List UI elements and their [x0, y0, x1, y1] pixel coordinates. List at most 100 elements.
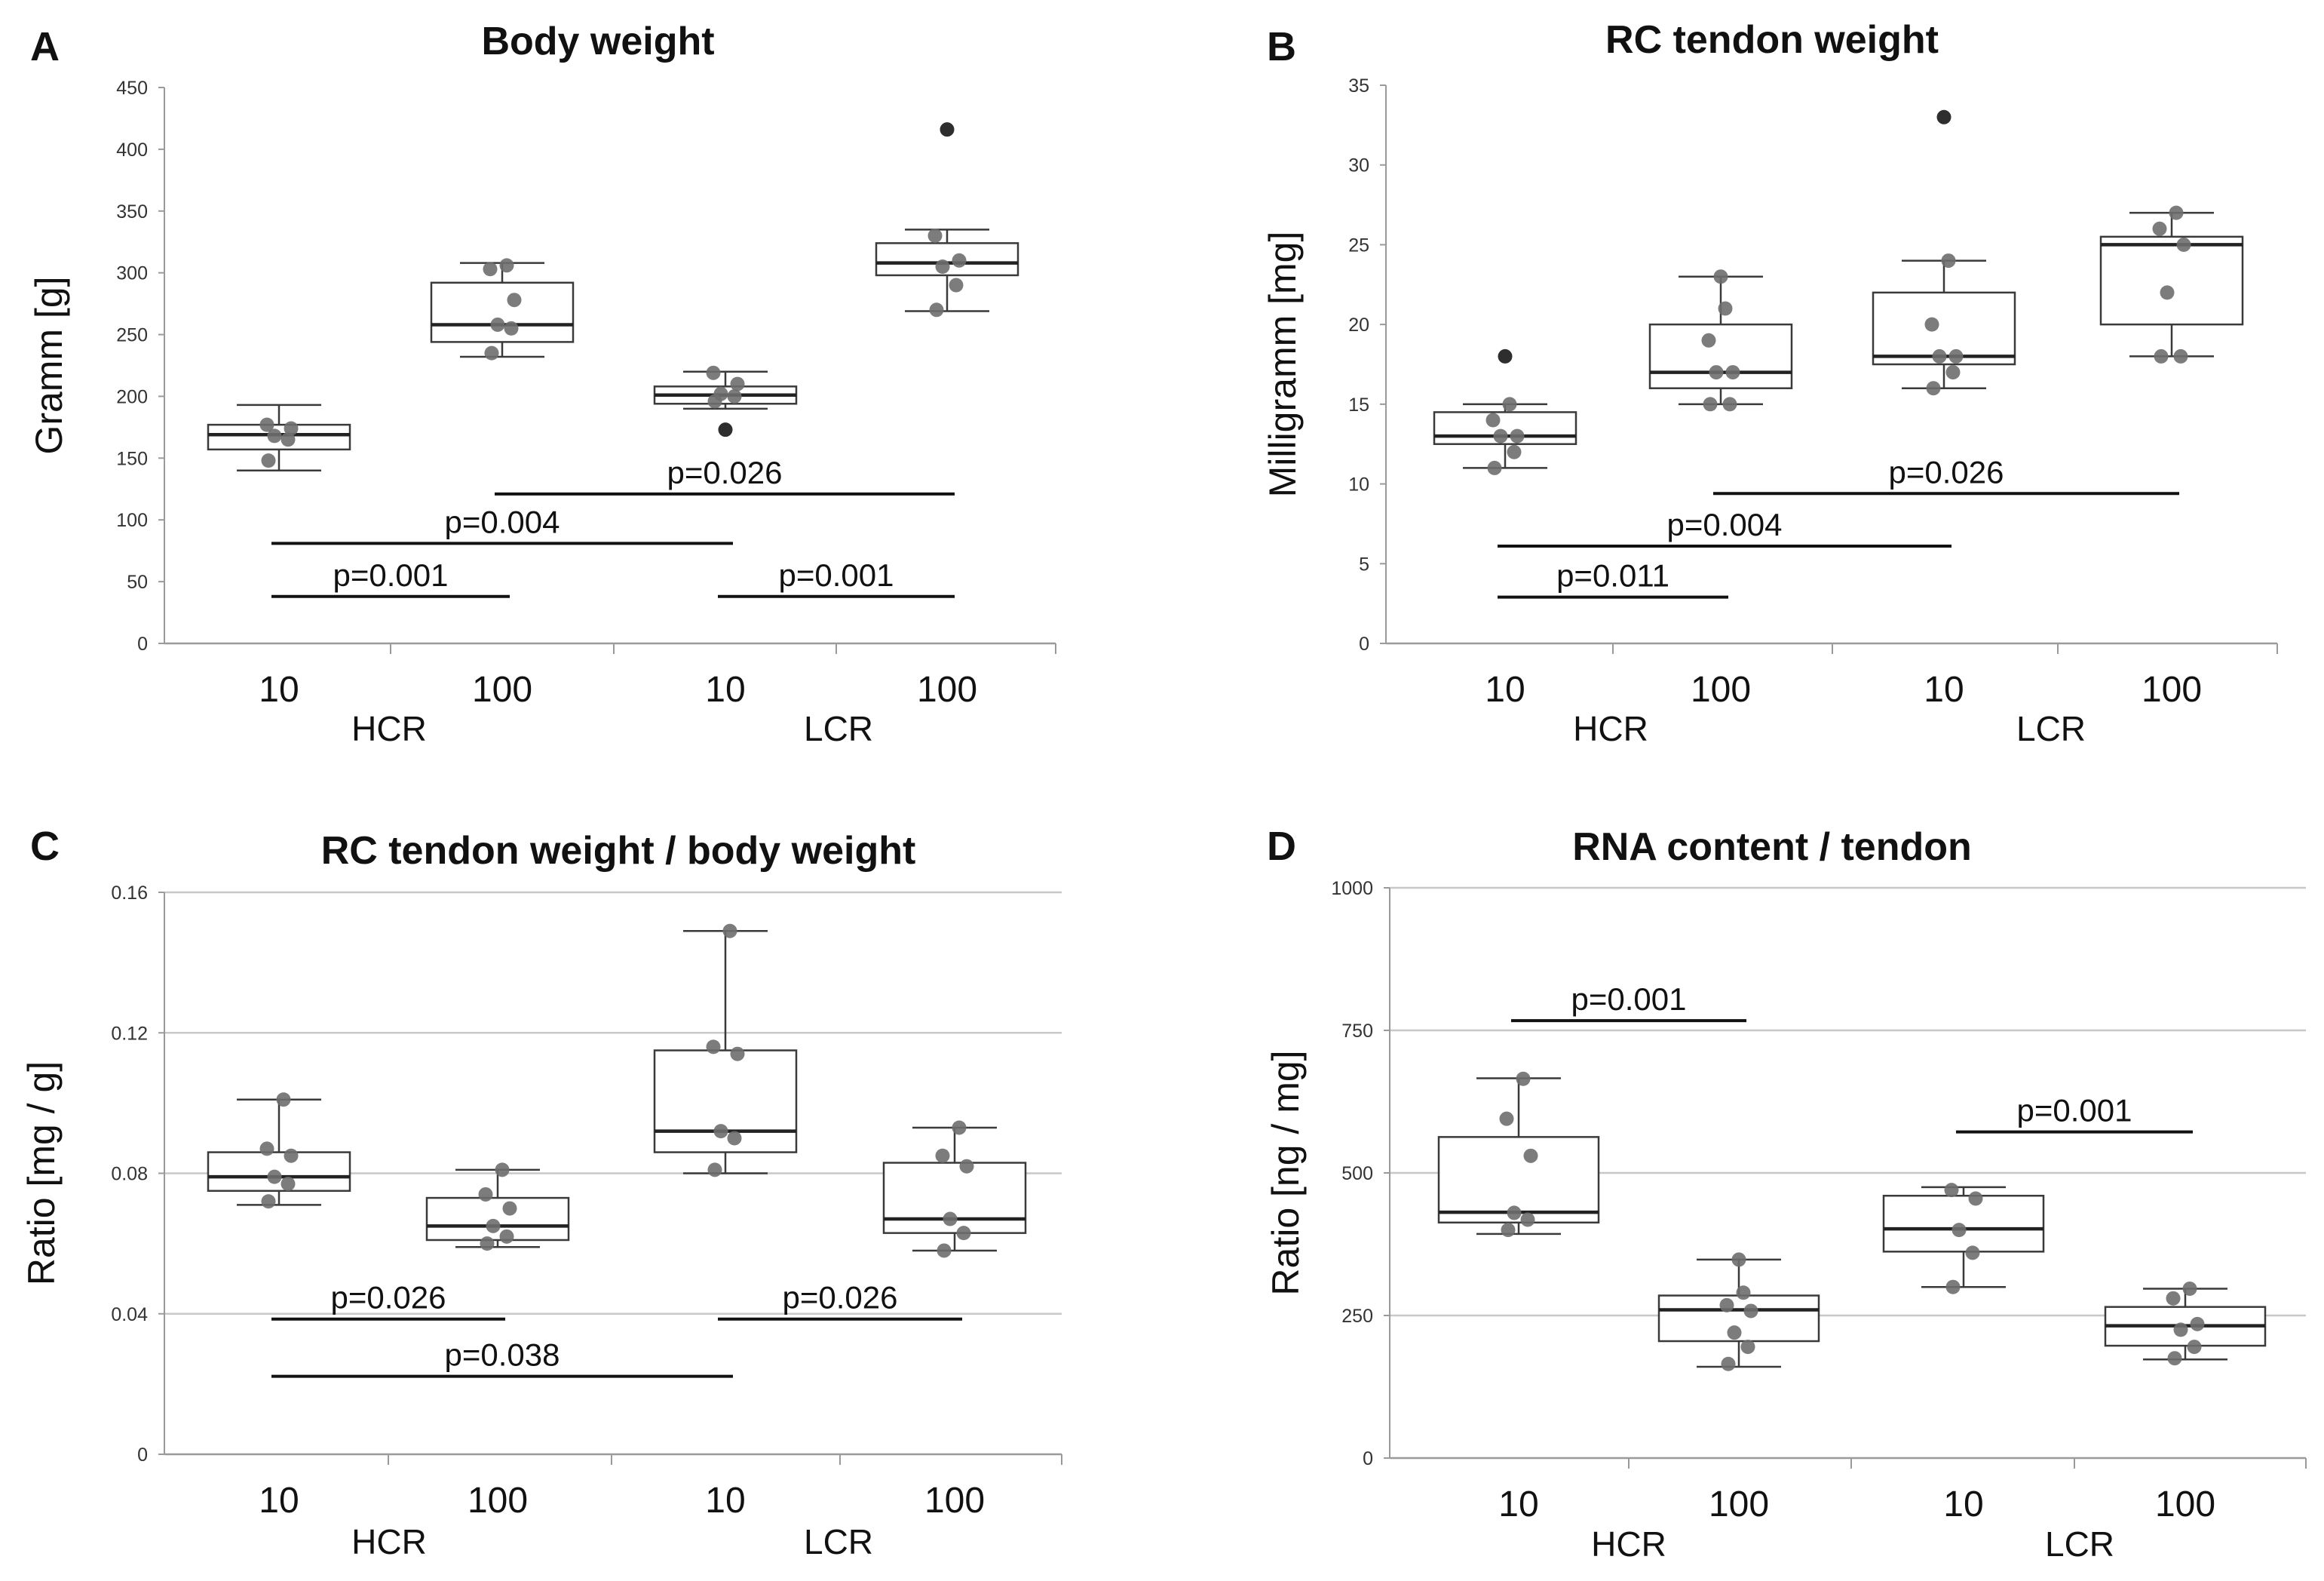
panel-c-plot: 0 0.04 0.08 0.12 0.16 Ratio [mg / g] 10 100 10 10… — [20, 883, 1062, 1561]
data-point — [504, 321, 519, 336]
data-point — [478, 1187, 493, 1202]
box-2 — [1882, 1183, 2045, 1294]
data-point — [486, 1218, 501, 1233]
data-point — [1520, 1212, 1535, 1227]
box-2 — [653, 923, 798, 1177]
data-point — [499, 1229, 514, 1244]
y-tick-label: 0 — [137, 634, 148, 655]
box-iqr — [425, 1196, 570, 1242]
data-point — [949, 278, 964, 293]
data-point — [1743, 1303, 1758, 1319]
x-tick-label: 100 — [924, 1481, 985, 1521]
data-point — [1736, 1285, 1751, 1300]
data-point — [2152, 221, 2167, 236]
data-point — [2187, 1340, 2202, 1355]
outlier-point — [940, 122, 955, 137]
box-1 — [1657, 1252, 1820, 1371]
data-point — [483, 262, 498, 277]
data-point — [1924, 317, 1939, 332]
y-tick-label: 750 — [1341, 1021, 1373, 1042]
x-tick-label: 100 — [917, 670, 977, 710]
data-point — [1932, 348, 1947, 364]
data-point — [507, 293, 522, 308]
data-point — [1725, 365, 1740, 380]
x-tick-label: 10 — [259, 670, 299, 710]
x-tick-label: 10 — [259, 1481, 299, 1521]
data-point — [1948, 348, 1964, 364]
data-point — [1523, 1148, 1538, 1163]
data-point — [1926, 381, 1941, 396]
panel-b-title: RC tendon weight — [1605, 18, 1939, 62]
box-1 — [430, 258, 575, 361]
data-point — [1945, 365, 1961, 380]
x-tick-label: 10 — [1485, 670, 1525, 710]
p-value-label: p=0.001 — [2017, 1093, 2132, 1128]
y-tick-label: 150 — [116, 448, 148, 469]
data-point — [722, 923, 737, 938]
group-label-lcr: LCR — [804, 1522, 873, 1561]
data-point — [267, 428, 282, 444]
data-point — [281, 1176, 296, 1191]
data-point — [927, 229, 943, 244]
box-iqr — [430, 281, 575, 343]
data-point — [1487, 460, 1502, 475]
x-tick-label: 100 — [472, 670, 532, 710]
data-point — [956, 1226, 971, 1241]
p-value-label: p=0.026 — [1889, 454, 2004, 490]
y-tick-label: 350 — [116, 201, 148, 223]
data-point — [937, 1243, 952, 1258]
p-value-label: p=0.004 — [445, 504, 560, 539]
outlier-point — [1498, 348, 1513, 364]
panel-b: B RC tendon weight 0 5 10 15 20 25 30 35 Milligr… — [1262, 18, 2278, 748]
y-tick-label: 10 — [1348, 474, 1369, 496]
x-tick-label: 100 — [2155, 1484, 2215, 1524]
data-point — [2160, 285, 2175, 300]
data-point — [706, 1039, 721, 1055]
data-point — [484, 345, 499, 361]
p-value-label: p=0.038 — [445, 1337, 560, 1373]
y-tick-label: 5 — [1359, 554, 1369, 575]
panel-d-letter: D — [1267, 824, 1296, 869]
p-value-label: p=0.001 — [333, 557, 449, 593]
data-point — [2173, 348, 2188, 364]
group-label-hcr: HCR — [1573, 709, 1648, 748]
y-tick-label: 0.12 — [111, 1023, 148, 1044]
data-point — [2182, 1281, 2197, 1296]
y-tick-label: 0.04 — [111, 1304, 148, 1325]
panel-b-letter: B — [1267, 24, 1296, 69]
data-point — [490, 317, 505, 332]
y-tick-label: 30 — [1348, 155, 1369, 177]
box-1 — [425, 1162, 570, 1251]
data-point — [929, 302, 944, 318]
y-tick-label: 0.16 — [111, 883, 148, 904]
box-3 — [875, 122, 1019, 318]
data-point — [1719, 1297, 1734, 1312]
box-1 — [1648, 269, 1793, 412]
y-tick-label: 300 — [116, 263, 148, 284]
data-point — [943, 1211, 958, 1226]
p-value-label: p=0.026 — [783, 1280, 898, 1315]
y-tick-label: 25 — [1348, 235, 1369, 256]
box-3 — [2104, 1281, 2267, 1366]
data-point — [2176, 237, 2191, 252]
x-tick-label: 10 — [705, 1481, 745, 1521]
box-iqr — [1648, 323, 1793, 389]
data-point — [502, 1201, 517, 1216]
data-point — [2190, 1316, 2205, 1331]
panel-c: C RC tendon weight / body weight 0 0.04 0.… — [20, 824, 1062, 1561]
p-value-label: p=0.011 — [1556, 558, 1669, 594]
data-point — [281, 432, 296, 447]
y-tick-label: 20 — [1348, 315, 1369, 336]
data-point — [1945, 1279, 1961, 1294]
x-tick-label: 10 — [705, 670, 745, 710]
data-point — [952, 1120, 967, 1135]
y-tick-label: 250 — [1341, 1306, 1373, 1327]
data-point — [284, 1148, 299, 1163]
panel-b-plot: 0 5 10 15 20 25 30 35 Milligramm [mg] 10 100 10 100 H… — [1262, 75, 2278, 748]
data-point — [495, 1162, 510, 1177]
y-tick-label: 400 — [116, 140, 148, 161]
y-tick-label: 50 — [127, 572, 148, 593]
data-point — [1502, 397, 1517, 412]
box-3 — [882, 1120, 1027, 1258]
